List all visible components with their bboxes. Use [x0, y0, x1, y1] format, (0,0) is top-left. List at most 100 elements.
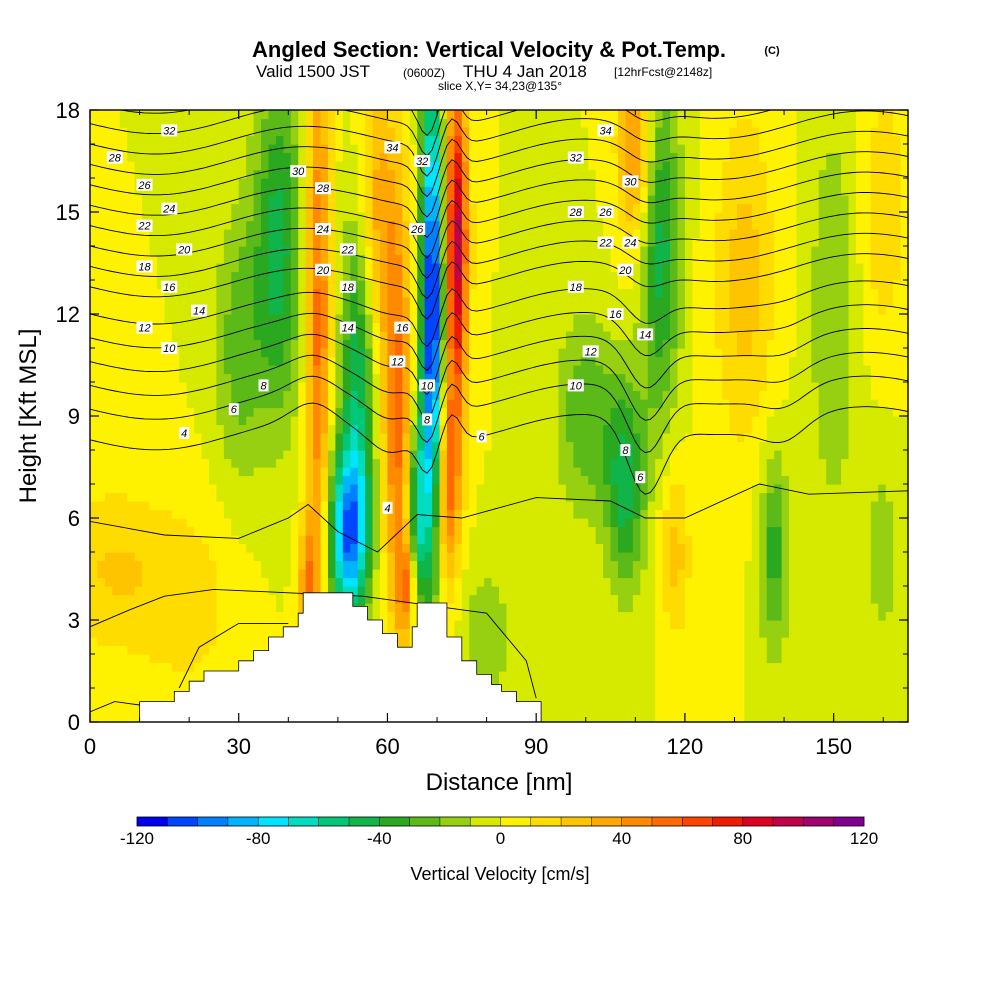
velocity-cell — [759, 526, 768, 536]
velocity-cell — [684, 475, 693, 485]
velocity-cell — [208, 416, 218, 426]
velocity-cell — [446, 424, 455, 434]
velocity-cell — [855, 705, 864, 715]
velocity-cell — [699, 518, 708, 528]
velocity-cell — [350, 441, 359, 451]
velocity-cell — [647, 654, 656, 664]
velocity-cell — [149, 637, 158, 647]
velocity-cell — [818, 662, 827, 672]
velocity-cell — [394, 586, 403, 596]
velocity-cell — [112, 671, 121, 681]
velocity-cell — [543, 433, 552, 443]
velocity-cell — [194, 509, 203, 519]
velocity-cell — [305, 416, 314, 426]
velocity-cell — [573, 501, 582, 511]
velocity-cell — [208, 628, 218, 638]
velocity-cell — [781, 365, 790, 375]
velocity-cell — [469, 569, 478, 579]
velocity-cell — [736, 475, 745, 485]
velocity-cell — [409, 365, 418, 375]
velocity-cell — [484, 433, 493, 443]
velocity-cell — [223, 390, 232, 400]
velocity-cell — [491, 467, 500, 477]
velocity-cell — [573, 569, 582, 579]
velocity-cell — [327, 467, 336, 477]
velocity-cell — [499, 416, 508, 426]
velocity-cell — [112, 399, 121, 409]
velocity-cell — [268, 399, 277, 409]
velocity-cell — [699, 382, 708, 392]
velocity-cell — [551, 526, 560, 536]
velocity-cell — [573, 458, 582, 468]
velocity-cell — [699, 705, 708, 715]
velocity-cell — [900, 467, 908, 477]
velocity-cell — [513, 688, 522, 698]
velocity-cell — [900, 373, 908, 383]
velocity-cell — [171, 594, 180, 604]
velocity-cell — [231, 433, 240, 443]
velocity-cell — [751, 509, 760, 519]
velocity-cell — [350, 416, 359, 426]
velocity-cell — [305, 509, 314, 519]
velocity-cell — [528, 577, 537, 587]
velocity-cell — [722, 560, 731, 570]
velocity-cell — [513, 373, 522, 383]
velocity-cell — [327, 441, 336, 451]
velocity-cell — [335, 586, 344, 596]
velocity-cell — [268, 628, 277, 638]
velocity-cell — [543, 501, 552, 511]
velocity-cell — [320, 331, 329, 341]
velocity-cell — [134, 501, 143, 511]
velocity-cell — [305, 458, 314, 468]
velocity-cell — [878, 552, 887, 562]
velocity-cell — [402, 458, 411, 468]
velocity-cell — [551, 577, 560, 587]
velocity-cell — [655, 484, 664, 494]
velocity-cell — [461, 407, 470, 417]
velocity-cell — [588, 654, 597, 664]
velocity-cell — [610, 611, 619, 621]
velocity-cell — [677, 382, 686, 392]
velocity-cell — [684, 348, 693, 358]
velocity-cell — [208, 365, 218, 375]
velocity-cell — [714, 705, 723, 715]
velocity-cell — [313, 382, 322, 392]
velocity-cell — [186, 407, 195, 417]
velocity-cell — [751, 373, 760, 383]
velocity-cell — [298, 399, 307, 409]
velocity-cell — [729, 433, 738, 443]
velocity-cell — [439, 501, 448, 511]
velocity-cell — [662, 399, 671, 409]
velocity-cell — [491, 501, 500, 511]
velocity-cell — [112, 382, 121, 392]
velocity-cell — [796, 560, 805, 570]
velocity-cell — [714, 450, 723, 460]
velocity-cell — [342, 518, 351, 528]
velocity-cell — [261, 348, 270, 358]
velocity-cell — [818, 560, 827, 570]
velocity-cell — [521, 416, 530, 426]
velocity-cell — [186, 399, 195, 409]
velocity-cell — [766, 560, 775, 570]
velocity-cell — [238, 348, 247, 358]
velocity-cell — [595, 611, 604, 621]
velocity-cell — [387, 535, 396, 545]
velocity-cell — [357, 458, 366, 468]
velocity-cell — [640, 688, 649, 698]
velocity-cell — [625, 645, 634, 655]
velocity-cell — [357, 475, 366, 485]
velocity-cell — [751, 365, 760, 375]
velocity-cell — [461, 475, 470, 485]
velocity-cell — [722, 484, 731, 494]
velocity-cell — [275, 552, 284, 562]
velocity-cell — [208, 552, 218, 562]
velocity-cell — [432, 382, 441, 392]
velocity-cell — [469, 365, 478, 375]
velocity-cell — [246, 611, 255, 621]
velocity-cell — [119, 475, 128, 485]
velocity-cell — [595, 501, 604, 511]
velocity-cell — [670, 365, 679, 375]
velocity-cell — [97, 569, 106, 579]
velocity-cell — [870, 526, 879, 536]
velocity-cell — [127, 518, 136, 528]
